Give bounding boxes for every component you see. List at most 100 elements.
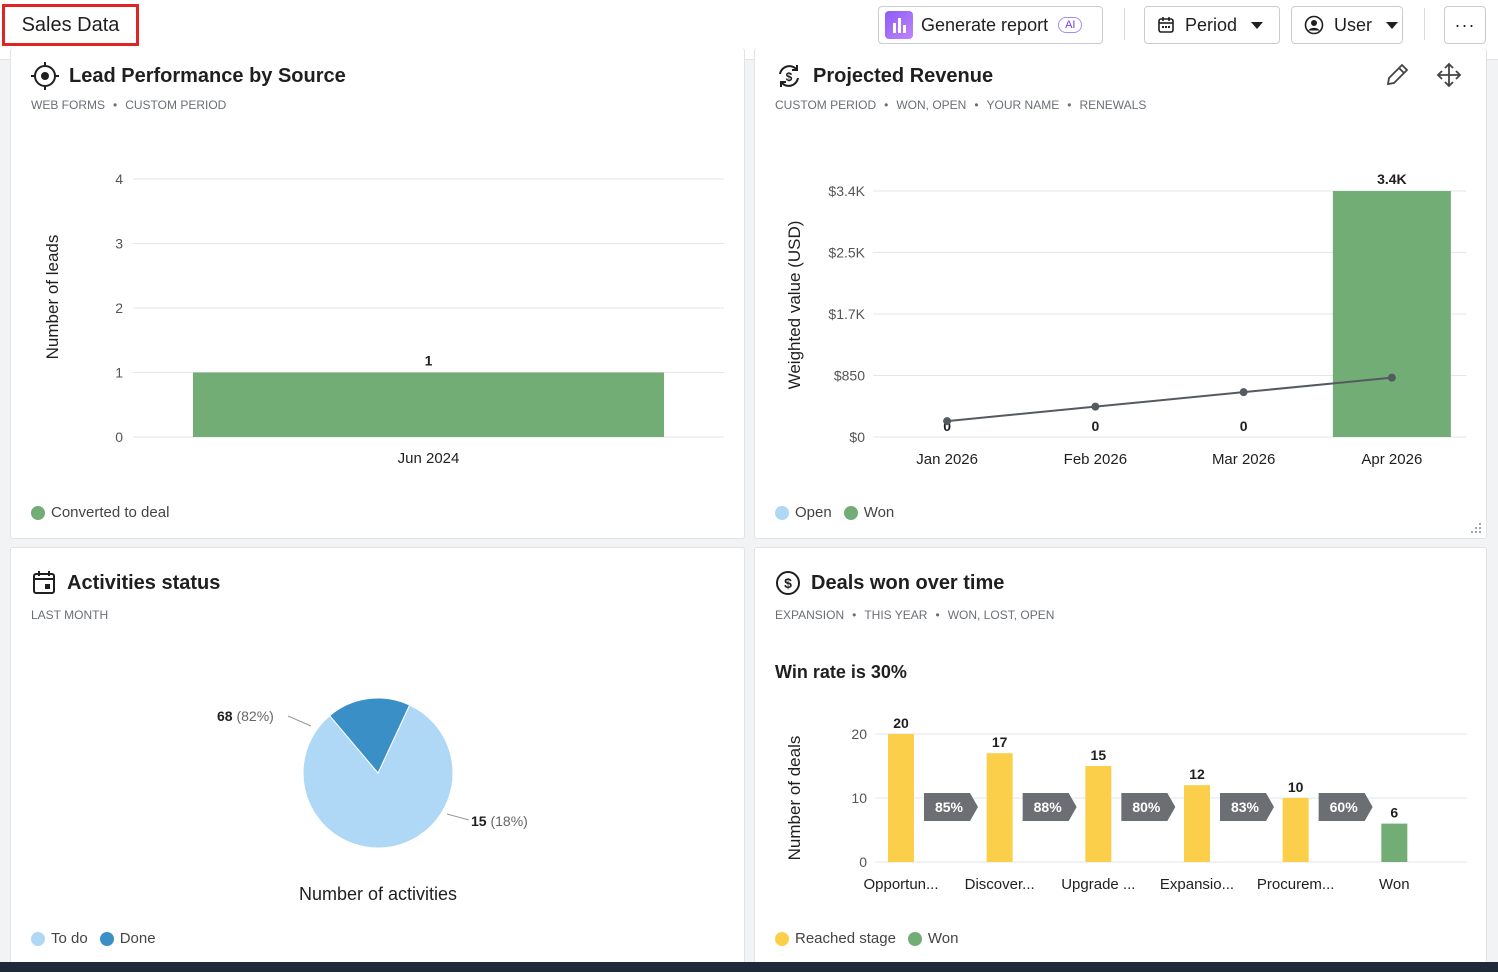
more-options-button[interactable]: ···: [1444, 6, 1486, 44]
y-tick-label: $850: [834, 368, 865, 384]
legend-item[interactable]: Won: [843, 504, 894, 521]
legend-swatch: [907, 931, 922, 946]
generate-report-label: Generate report: [921, 14, 1049, 35]
data-label: 20: [893, 715, 909, 731]
bar: [986, 753, 1013, 862]
data-label: 1: [425, 353, 433, 369]
x-tick-label: Feb 2026: [1064, 451, 1127, 468]
header-divider: [1424, 8, 1425, 40]
legend-item[interactable]: Converted to deal: [31, 504, 169, 521]
x-tick-label: Opportun...: [863, 876, 938, 893]
data-label: 0: [1240, 418, 1248, 434]
y-axis-label: Weighted value (USD): [785, 221, 804, 390]
trend-point: [1387, 373, 1396, 382]
user-dropdown[interactable]: User: [1291, 6, 1403, 44]
y-tick-label: 2: [115, 300, 123, 316]
legend-item[interactable]: Done: [99, 930, 156, 947]
conversion-rate-label: 83%: [1231, 799, 1260, 815]
report-chart-icon: [885, 11, 913, 39]
legend-item[interactable]: Reached stage: [775, 930, 896, 947]
y-tick-label: 1: [115, 365, 123, 381]
move-arrows-icon[interactable]: [1436, 62, 1462, 88]
conversion-rate-label: 80%: [1132, 799, 1161, 815]
page-title-box: Sales Data: [2, 4, 139, 46]
data-label: 6: [1390, 805, 1398, 821]
data-label: 0: [1091, 418, 1099, 434]
x-tick-label: Expansio...: [1160, 876, 1234, 893]
x-tick-label: Upgrade ...: [1061, 876, 1135, 893]
legend-swatch: [775, 931, 789, 946]
ai-badge: AI: [1058, 17, 1083, 33]
activities-legend: To do Done: [31, 930, 156, 947]
calendar-icon: [33, 571, 55, 594]
filter-tag: WEB FORMS: [31, 98, 105, 112]
x-tick-label: Jun 2024: [398, 450, 460, 467]
revenue-card-title: $ Projected Revenue: [775, 62, 993, 90]
y-axis-label: Number of leads: [43, 235, 62, 360]
legend-swatch: [99, 931, 114, 946]
generate-report-button[interactable]: Generate report AI: [878, 6, 1103, 44]
lead-bar-chart: 0 1 2 3 4 Number of leads 1 Jun 2024: [43, 171, 724, 467]
conversion-arrow: [924, 793, 978, 821]
legend-item[interactable]: Won: [907, 930, 958, 947]
lead-performance-card: Lead Performance by Source WEB FORMS CUS…: [10, 48, 745, 539]
trend-point: [943, 417, 952, 426]
legend-swatch: [31, 931, 45, 946]
win-rate-text: Win rate is 30%: [775, 662, 907, 682]
data-label: 3.4K: [1377, 171, 1407, 187]
svg-text:$: $: [784, 575, 792, 591]
legend-swatch: [775, 505, 789, 520]
y-tick-label: 3: [115, 236, 123, 252]
revenue-legend: Open Won: [775, 504, 894, 521]
y-tick-label: $3.4K: [828, 183, 865, 199]
y-tick-label: $0: [849, 429, 865, 445]
user-avatar-icon: [1304, 15, 1324, 35]
x-tick-label: Jan 2026: [916, 451, 978, 468]
deals-card-filters: EXPANSION THIS YEAR WON, LOST, OPEN: [775, 608, 1054, 622]
filter-tag: CUSTOM PERIOD: [105, 98, 226, 112]
y-tick-label: 20: [851, 726, 867, 742]
y-tick-label: $2.5K: [828, 245, 865, 261]
projected-revenue-card: $ Projected Revenue CUSTOM PERIOD WON, O…: [754, 48, 1487, 539]
period-dropdown[interactable]: Period: [1144, 6, 1280, 44]
conversion-arrow: [1318, 793, 1373, 821]
bar: [1381, 823, 1408, 862]
leader-line: [446, 813, 470, 821]
lead-legend: Converted to deal: [31, 504, 169, 521]
trend-point: [1239, 388, 1248, 397]
period-label: Period: [1185, 14, 1238, 35]
pie-slice: [328, 697, 411, 774]
bar: [193, 372, 664, 437]
dollar-circle-icon: $: [776, 571, 800, 595]
leader-line: [287, 715, 312, 727]
filter-tag: CUSTOM PERIOD: [775, 98, 877, 112]
bar: [1085, 766, 1112, 862]
resize-handle-icon[interactable]: [1470, 522, 1482, 534]
os-taskbar: [0, 962, 1498, 972]
deals-funnel-chart: 0 10 20 Number of deals 20 Opportun... 17 Disco…: [785, 715, 1467, 893]
conversion-arrow: [1220, 793, 1274, 821]
lead-card-filters: WEB FORMS CUSTOM PERIOD: [31, 98, 226, 112]
conversion-rate-label: 60%: [1330, 799, 1359, 815]
data-label: 17: [992, 734, 1008, 750]
y-axis-label: Number of deals: [785, 736, 804, 861]
filter-tag: THIS YEAR: [844, 608, 927, 622]
legend-item[interactable]: To do: [31, 930, 88, 947]
chevron-down-icon: [1251, 21, 1264, 29]
activities-card-title: Activities status: [31, 570, 220, 596]
bar: [1332, 191, 1451, 437]
bar: [1282, 798, 1309, 862]
chevron-down-icon: [1386, 21, 1399, 29]
data-label: 10: [1288, 779, 1304, 795]
deals-card-title: $ Deals won over time: [775, 570, 1004, 596]
filter-tag: WON, OPEN: [876, 98, 966, 112]
trend-point: [1091, 402, 1100, 411]
activities-card-filters: LAST MONTH: [31, 608, 108, 622]
revenue-combo-chart: $0 $850 $1.7K $2.5K $3.4K Weighted value (USD…: [785, 171, 1466, 468]
x-tick-label: Discover...: [965, 876, 1035, 893]
pie-slice: [302, 704, 454, 849]
edit-pencil-icon[interactable]: [1384, 62, 1410, 88]
legend-item[interactable]: Open: [775, 504, 832, 521]
x-tick-label: Procurem...: [1257, 876, 1335, 893]
user-label: User: [1334, 14, 1373, 35]
